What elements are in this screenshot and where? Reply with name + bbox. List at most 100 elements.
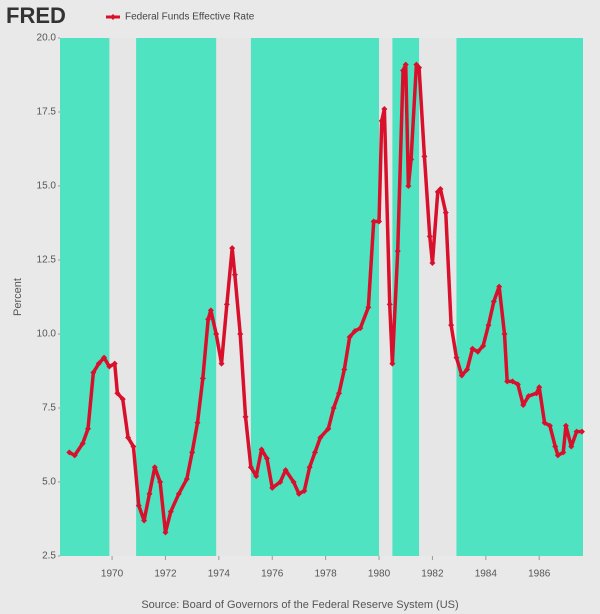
point-marker bbox=[458, 372, 465, 379]
point-marker bbox=[416, 64, 423, 71]
point-marker bbox=[95, 360, 102, 367]
y-tick-label: 7.5 bbox=[42, 403, 56, 414]
y-tick-label: 10.0 bbox=[37, 329, 57, 340]
x-tick-label: 1974 bbox=[208, 569, 231, 580]
point-marker bbox=[464, 366, 471, 373]
point-marker bbox=[480, 342, 487, 349]
x-tick-label: 1986 bbox=[528, 569, 551, 580]
point-marker bbox=[253, 473, 260, 480]
point-marker bbox=[552, 443, 559, 450]
point-marker bbox=[119, 396, 126, 403]
y-tick-label: 15.0 bbox=[37, 181, 57, 192]
point-marker bbox=[554, 452, 561, 459]
point-marker bbox=[213, 331, 220, 337]
point-marker bbox=[90, 369, 97, 376]
y-tick-label: 12.5 bbox=[37, 255, 57, 266]
point-marker bbox=[263, 455, 270, 462]
y-tick-label: 2.5 bbox=[42, 551, 56, 562]
recession-band bbox=[109, 38, 137, 556]
y-axis-label: Percent bbox=[12, 278, 24, 316]
point-marker bbox=[290, 479, 297, 485]
point-marker bbox=[141, 517, 148, 524]
point-marker bbox=[501, 331, 508, 337]
point-marker bbox=[111, 360, 118, 367]
point-marker bbox=[573, 428, 580, 435]
x-tick-label: 1970 bbox=[101, 569, 124, 580]
point-marker bbox=[135, 502, 142, 509]
point-marker bbox=[490, 298, 497, 305]
point-marker bbox=[346, 333, 353, 340]
point-marker bbox=[229, 245, 236, 252]
point-marker bbox=[560, 449, 567, 456]
point-marker bbox=[317, 434, 324, 441]
point-marker bbox=[218, 360, 225, 367]
point-marker bbox=[66, 449, 73, 456]
point-marker bbox=[151, 464, 158, 471]
point-marker bbox=[157, 479, 164, 485]
point-marker bbox=[277, 479, 284, 485]
point-marker bbox=[520, 402, 527, 409]
x-tick-label: 1972 bbox=[154, 569, 177, 580]
point-marker bbox=[341, 366, 348, 373]
point-marker bbox=[448, 322, 455, 329]
point-marker bbox=[386, 301, 393, 308]
y-tick-label: 17.5 bbox=[37, 107, 57, 118]
point-marker bbox=[130, 443, 137, 450]
point-marker bbox=[426, 233, 433, 240]
source: Source: Board of Governors of the Federa… bbox=[141, 599, 458, 611]
point-marker bbox=[442, 209, 449, 216]
recession-band bbox=[379, 38, 393, 556]
point-marker bbox=[162, 529, 169, 536]
point-marker bbox=[295, 490, 302, 497]
point-marker bbox=[167, 508, 174, 515]
point-marker bbox=[408, 156, 415, 163]
recession-band bbox=[216, 38, 251, 556]
point-marker bbox=[378, 117, 385, 124]
point-marker bbox=[381, 106, 388, 113]
point-marker bbox=[525, 393, 532, 400]
point-marker bbox=[223, 301, 230, 308]
point-marker bbox=[175, 490, 182, 497]
point-marker bbox=[568, 443, 575, 450]
point-marker bbox=[405, 183, 412, 189]
point-marker bbox=[205, 316, 212, 323]
logo: FRED bbox=[6, 3, 66, 28]
point-marker bbox=[514, 381, 521, 388]
point-marker bbox=[199, 375, 206, 382]
point-marker bbox=[469, 345, 476, 352]
point-marker bbox=[301, 487, 308, 494]
point-marker bbox=[231, 271, 238, 278]
point-marker bbox=[389, 360, 396, 367]
point-marker bbox=[453, 354, 460, 361]
point-marker bbox=[330, 405, 337, 411]
legend-marker bbox=[110, 14, 116, 20]
point-marker bbox=[437, 185, 444, 192]
point-marker bbox=[402, 61, 409, 68]
point-marker bbox=[306, 464, 313, 471]
point-marker bbox=[394, 248, 401, 255]
point-marker bbox=[474, 348, 481, 355]
point-marker bbox=[541, 419, 548, 426]
point-marker bbox=[509, 378, 516, 385]
point-marker bbox=[562, 422, 569, 429]
legend-label: Federal Funds Effective Rate bbox=[125, 12, 255, 23]
point-marker bbox=[79, 440, 86, 447]
point-marker bbox=[504, 378, 511, 385]
point-marker bbox=[546, 422, 553, 429]
point-marker bbox=[189, 449, 196, 456]
x-tick-label: 1980 bbox=[368, 569, 391, 580]
point-marker bbox=[357, 325, 364, 332]
x-tick-label: 1976 bbox=[261, 569, 284, 580]
point-marker bbox=[269, 484, 276, 491]
x-tick-label: 1982 bbox=[421, 569, 444, 580]
point-marker bbox=[71, 452, 78, 459]
point-marker bbox=[578, 428, 585, 435]
point-marker bbox=[325, 425, 332, 432]
point-marker bbox=[376, 218, 383, 225]
plot-background bbox=[60, 38, 583, 556]
x-tick-label: 1978 bbox=[315, 569, 338, 580]
point-marker bbox=[247, 464, 254, 471]
point-marker bbox=[242, 413, 249, 420]
